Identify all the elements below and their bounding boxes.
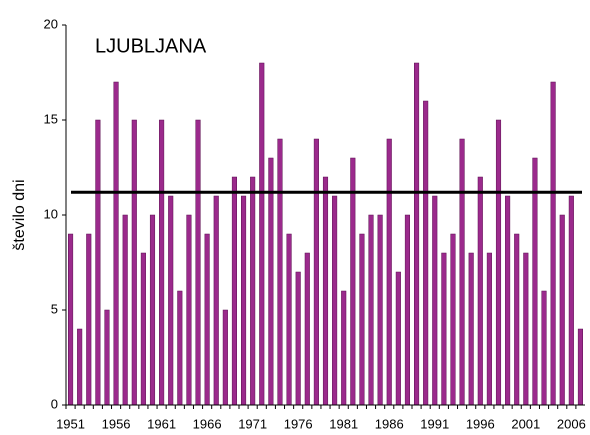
bar [559, 214, 565, 406]
bar [468, 252, 474, 406]
x-tick-label: 1961 [147, 416, 176, 431]
bar [295, 271, 301, 406]
x-tick-label: 1956 [102, 416, 131, 431]
x-tick-label: 1966 [193, 416, 222, 431]
bar [268, 157, 274, 406]
bar [495, 119, 502, 406]
bar [304, 252, 310, 406]
bar [523, 252, 529, 406]
bar [450, 233, 456, 406]
bar [222, 309, 228, 406]
x-tick-label: 2006 [557, 416, 586, 431]
x-tick-label: 1986 [375, 416, 404, 431]
y-axis-label: število dni [11, 179, 28, 250]
bar [577, 328, 583, 406]
bar [177, 290, 183, 406]
x-tick-label: 1976 [284, 416, 313, 431]
bar [313, 138, 319, 406]
bar [541, 290, 547, 406]
bar [213, 195, 219, 406]
bar [322, 176, 329, 406]
bar [204, 233, 210, 406]
x-tick-label: 1971 [238, 416, 267, 431]
y-tick-label: 10 [44, 206, 58, 221]
bar [350, 157, 356, 406]
y-tick-label: 20 [44, 16, 58, 31]
bar [459, 138, 465, 406]
bar [386, 138, 392, 406]
bar [168, 195, 174, 406]
bar [505, 195, 511, 406]
bar [195, 119, 201, 406]
bar [359, 233, 365, 406]
bar [113, 81, 119, 406]
x-tick-label: 1981 [329, 416, 358, 431]
bar [414, 62, 420, 406]
bar [568, 195, 574, 406]
bar [149, 214, 156, 406]
bar [477, 176, 483, 406]
bar [432, 195, 438, 406]
bar [140, 252, 146, 406]
bar [286, 233, 292, 406]
bar [250, 176, 256, 406]
bar [550, 81, 556, 406]
bar [104, 309, 110, 406]
bar [423, 100, 429, 406]
bar [332, 195, 338, 406]
chart-title: LJUBLJANA [95, 35, 207, 57]
bar [404, 214, 410, 406]
bar [77, 328, 83, 406]
bar [186, 214, 192, 406]
bar [68, 233, 74, 406]
x-tick-label: 1951 [56, 416, 85, 431]
bar [532, 157, 538, 406]
bar [395, 271, 401, 406]
bar [514, 233, 520, 406]
y-tick-label: 15 [44, 111, 58, 126]
x-tick-label: 2001 [511, 416, 540, 431]
bar [486, 252, 492, 406]
bar [122, 214, 128, 406]
y-tick-label: 0 [51, 396, 58, 411]
bar [241, 195, 247, 406]
bar [231, 176, 237, 406]
x-tick-label: 1996 [466, 416, 495, 431]
x-tick-label: 1991 [420, 416, 449, 431]
bar [368, 214, 374, 406]
bar [131, 119, 137, 406]
bar [95, 119, 101, 406]
bar [441, 252, 447, 406]
bar [341, 290, 347, 406]
bar [86, 233, 92, 406]
bar [259, 62, 265, 406]
bar [159, 119, 165, 406]
y-tick-label: 5 [51, 301, 58, 316]
bar [377, 214, 383, 406]
bar [277, 138, 283, 406]
